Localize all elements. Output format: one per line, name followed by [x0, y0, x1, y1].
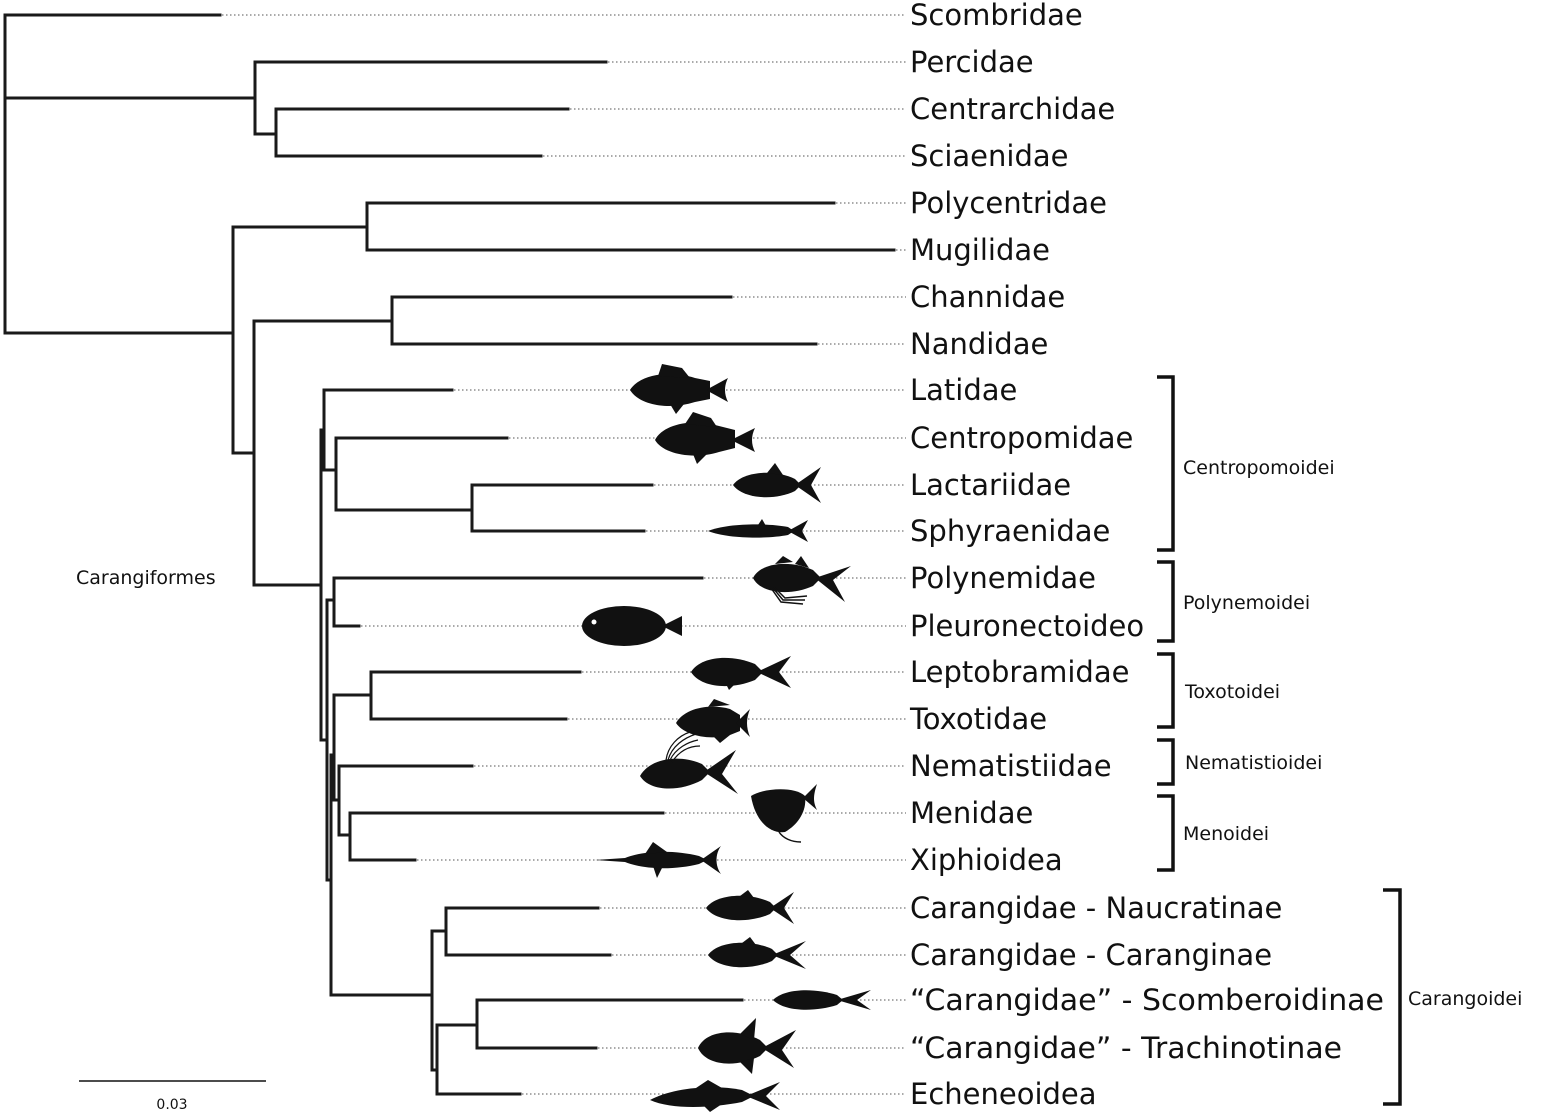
taxon-label: Carangidae - Caranginae — [910, 938, 1272, 972]
taxon-label: Mugilidae — [910, 233, 1050, 267]
lactariidae-fish-icon — [733, 463, 821, 503]
taxon-label: Channidae — [910, 280, 1065, 314]
nematistioidei-bracket — [1157, 738, 1175, 786]
group-label-polynemoidei: Polynemoidei — [1183, 592, 1310, 614]
taxon-label: Pleuronectoideo — [910, 609, 1144, 643]
nematistiidae-fish-icon — [640, 731, 738, 794]
taxon-label: Sphyraenidae — [910, 514, 1110, 548]
group-label-carangoidei: Carangoidei — [1408, 988, 1522, 1010]
taxon-label: Centropomidae — [910, 421, 1133, 455]
carangoidei-bracket — [1383, 888, 1402, 1106]
group-labels: Centropomoidei Polynemoidei Toxotoidei N… — [1183, 457, 1522, 1010]
scale-bar: 0.03 — [79, 1080, 266, 1113]
taxon-label: Scombridae — [910, 0, 1083, 32]
group-brackets — [1157, 375, 1402, 1106]
order-label-carangiformes: Carangiformes — [76, 567, 216, 589]
group-label-toxotoidei: Toxotoidei — [1184, 681, 1280, 703]
toxotoidei-bracket — [1157, 652, 1175, 729]
fish-silhouettes — [582, 364, 871, 1112]
swordfish-icon — [595, 842, 721, 878]
taxon-label: Latidae — [910, 373, 1017, 407]
latidae-fish-icon — [630, 364, 728, 414]
centropomoidei-bracket — [1157, 375, 1175, 552]
leader-lines — [222, 14, 906, 1095]
tree-branches — [3, 13, 896, 1096]
taxon-label: Polynemidae — [910, 561, 1096, 595]
taxon-label: Xiphioidea — [910, 843, 1063, 877]
taxon-label: “Carangidae” - Scomberoidinae — [910, 983, 1384, 1017]
sphyraenidae-fish-icon — [708, 519, 808, 542]
caranginae-fish-icon — [708, 937, 806, 969]
taxon-label: Nandidae — [910, 327, 1048, 361]
polynemidae-fish-icon — [753, 556, 851, 605]
toxotidae-fish-icon — [676, 699, 750, 743]
menoidei-bracket — [1157, 794, 1175, 872]
group-label-nematistioidei: Nematistioidei — [1185, 752, 1322, 774]
polynemoidei-bracket — [1157, 560, 1175, 643]
echeneoidea-fish-icon — [650, 1080, 780, 1112]
scale-bar-label: 0.03 — [156, 1097, 187, 1113]
taxon-label: Menidae — [910, 796, 1033, 830]
taxon-label: Toxotidae — [909, 702, 1047, 736]
menidae-fish-icon — [751, 784, 817, 843]
centropomidae-fish-icon — [655, 412, 755, 464]
taxon-label: Percidae — [910, 45, 1034, 79]
trachinotinae-fish-icon — [698, 1018, 796, 1074]
taxon-label: “Carangidae” - Trachinotinae — [910, 1031, 1342, 1065]
scomberoidinae-fish-icon — [773, 990, 871, 1010]
taxon-label: Echeneoidea — [910, 1077, 1097, 1111]
taxon-label: Polycentridae — [910, 186, 1107, 220]
taxon-label: Nematistiidae — [910, 749, 1112, 783]
naucratinae-fish-icon — [706, 890, 794, 924]
flatfish-icon — [582, 606, 682, 646]
group-label-centropomoidei: Centropomoidei — [1183, 457, 1335, 479]
leptobramidae-fish-icon — [691, 656, 791, 690]
taxon-labels: Scombridae Percidae Centrarchidae Sciaen… — [909, 0, 1384, 1111]
taxon-label: Centrarchidae — [910, 92, 1115, 126]
taxon-label: Leptobramidae — [910, 655, 1129, 689]
taxon-label: Sciaenidae — [910, 139, 1068, 173]
group-label-menoidei: Menoidei — [1183, 823, 1269, 845]
taxon-label: Carangidae - Naucratinae — [910, 891, 1282, 925]
taxon-label: Lactariidae — [910, 468, 1071, 502]
